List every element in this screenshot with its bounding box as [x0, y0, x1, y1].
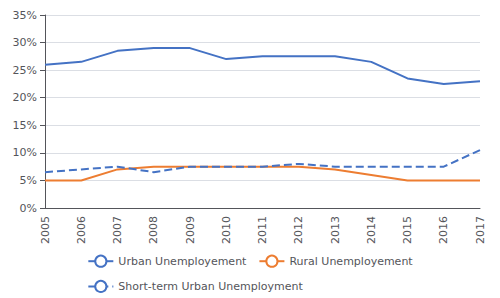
svg-text:15%: 15%: [13, 119, 37, 132]
svg-text:2009: 2009: [184, 216, 197, 244]
svg-text:2014: 2014: [365, 216, 378, 244]
svg-text:2011: 2011: [256, 216, 269, 244]
svg-text:2017: 2017: [474, 216, 487, 244]
svg-text:30%: 30%: [13, 36, 37, 49]
svg-text:10%: 10%: [13, 146, 37, 159]
svg-text:2005: 2005: [39, 216, 52, 244]
svg-text:2015: 2015: [401, 216, 414, 244]
svg-text:2008: 2008: [147, 216, 160, 244]
svg-text:2006: 2006: [75, 216, 88, 244]
svg-text:0%: 0%: [20, 202, 37, 215]
svg-text:2010: 2010: [220, 216, 233, 244]
svg-text:Short-term Urban Unemployment: Short-term Urban Unemployment: [118, 280, 303, 293]
svg-text:25%: 25%: [13, 64, 37, 77]
svg-text:20%: 20%: [13, 91, 37, 104]
svg-text:2013: 2013: [329, 216, 342, 244]
svg-text:2007: 2007: [111, 216, 124, 244]
svg-text:5%: 5%: [20, 174, 37, 187]
svg-text:2012: 2012: [292, 216, 305, 244]
svg-text:35%: 35%: [13, 9, 37, 22]
svg-text:Rural Unemployement: Rural Unemployement: [289, 255, 413, 268]
svg-text:2016: 2016: [437, 216, 450, 244]
svg-text:Urban Unemployement: Urban Unemployement: [118, 255, 247, 268]
